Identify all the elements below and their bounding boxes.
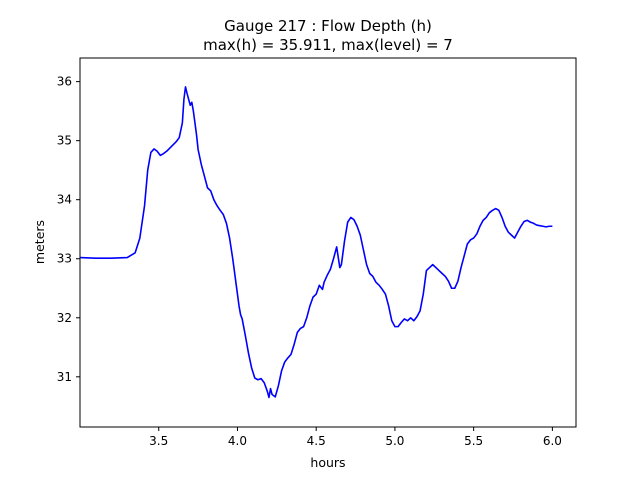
x-tick-label: 3.5 (149, 434, 168, 448)
y-tick-label: 34 (57, 193, 72, 207)
x-tick-label: 4.5 (307, 434, 326, 448)
y-axis-label: meters (32, 220, 47, 264)
x-axis-ticks: 3.5 4.0 4.5 5.0 5.5 6.0 (149, 427, 562, 448)
chart-title-line1: Gauge 217 : Flow Depth (h) (224, 17, 432, 35)
x-tick-label: 6.0 (543, 434, 562, 448)
y-axis-ticks: 31 32 33 34 35 36 (57, 75, 80, 384)
y-tick-label: 33 (57, 252, 72, 266)
y-tick-label: 31 (57, 370, 72, 384)
y-tick-label: 35 (57, 134, 72, 148)
x-tick-label: 5.0 (385, 434, 404, 448)
x-tick-label: 4.0 (228, 434, 247, 448)
plot-area (80, 58, 576, 427)
series-line-0 (79, 86, 553, 399)
x-axis-label: hours (310, 455, 345, 470)
chart-title-line2: max(h) = 35.911, max(level) = 7 (203, 36, 453, 54)
axes-frame (79, 57, 577, 428)
y-tick-label: 36 (57, 75, 72, 89)
series-layer (79, 86, 553, 399)
y-tick-label: 32 (57, 311, 72, 325)
x-tick-label: 5.5 (464, 434, 483, 448)
